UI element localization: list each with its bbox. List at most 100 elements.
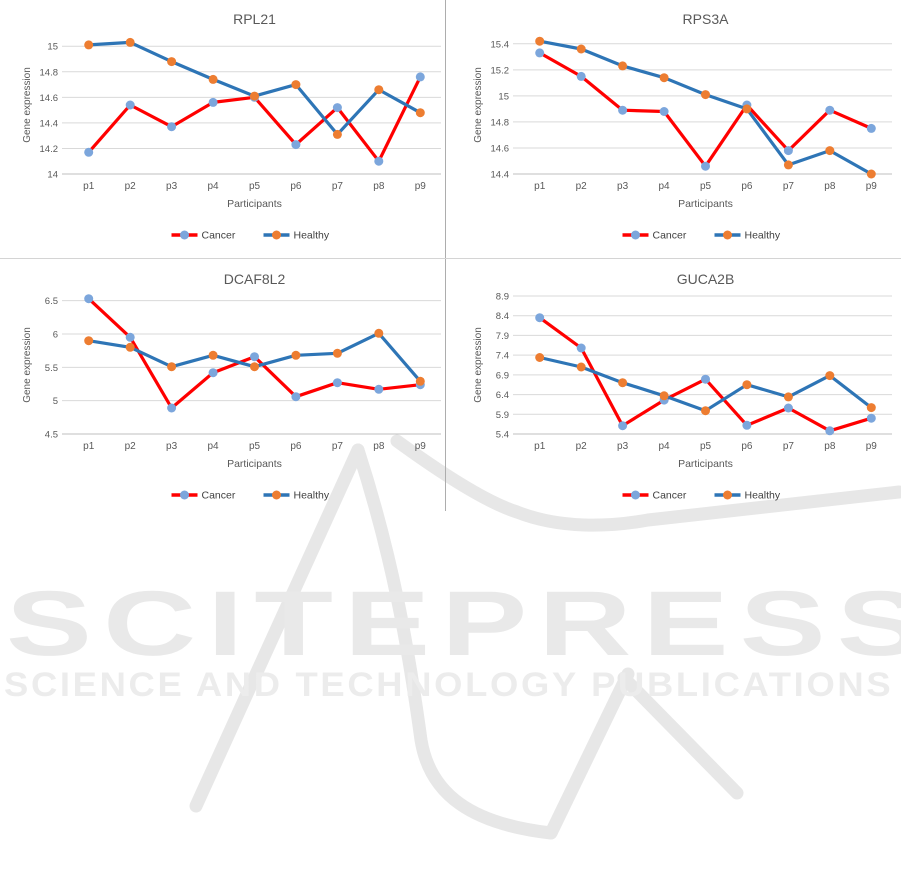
cancer-marker (125, 100, 135, 110)
cancer-markers (84, 294, 425, 413)
y-tick-label: 14.8 (40, 67, 59, 78)
y-tick-label: 15.2 (491, 65, 510, 76)
gridlines: 14.4 14.6 14.8 15 15.2 15.4 (491, 39, 892, 181)
x-tick-label: p7 (332, 181, 344, 192)
legend-item-healthy: Healthy (714, 490, 781, 502)
healthy-marker (250, 362, 259, 372)
legend-marker-healthy (723, 230, 732, 240)
x-tick-label: p3 (617, 441, 629, 452)
cancer-marker (866, 413, 876, 423)
x-tick-label: p1 (83, 441, 95, 452)
y-tick-label: 5.4 (496, 430, 509, 441)
x-tick-label: p5 (249, 441, 261, 452)
x-tick-label: p9 (415, 441, 427, 452)
x-tick-label: p1 (83, 181, 95, 192)
cancer-marker (742, 420, 752, 430)
x-tick-label: p7 (783, 181, 795, 192)
healthy-marker (659, 73, 669, 83)
x-tick-label: p6 (741, 181, 753, 192)
y-tick-label: 14.4 (40, 118, 59, 129)
chart-guca2b: 5.4 5.9 6.4 6.9 7.4 7.9 8.4 8.9 p1 p2 p3 p4 p5 p6 p7 p8… (451, 260, 901, 516)
healthy-markers (84, 328, 425, 386)
cancer-marker (618, 421, 628, 431)
cancer-marker (374, 384, 384, 394)
healthy-marker (291, 80, 301, 90)
y-tick-label: 6 (53, 330, 58, 341)
x-axis-label: Participants (227, 198, 282, 210)
legend-marker-cancer (631, 490, 640, 500)
x-tick-label: p8 (824, 181, 836, 192)
y-tick-label: 4.5 (45, 430, 58, 441)
x-tick-label: p4 (658, 181, 670, 192)
x-tick-label: p9 (866, 181, 878, 192)
legend-marker-healthy (272, 490, 281, 500)
cancer-marker (659, 107, 669, 116)
y-tick-label: 14.4 (491, 170, 510, 181)
cancer-marker (415, 72, 425, 82)
healthy-markers (535, 353, 876, 416)
x-tick-label: p9 (866, 441, 878, 452)
x-tick-label: p2 (125, 441, 137, 452)
legend: Cancer Healthy (622, 230, 781, 242)
x-tick-labels: p1 p2 p3 p4 p5 p6 p7 p8 p9 (534, 181, 877, 192)
legend: Cancer Healthy (622, 490, 781, 502)
healthy-marker (825, 371, 835, 381)
healthy-marker (742, 104, 752, 114)
healthy-marker (208, 350, 218, 360)
divider-horizontal (0, 258, 901, 259)
chart-dcaf8l2: 4.5 5 5.5 6 6.5 p1 p2 p3 p4 p5 p6 p7 p8 p9 DCAF8L2 Gene… (0, 260, 450, 516)
legend-label-cancer: Cancer (653, 230, 687, 242)
x-tick-label: p5 (700, 181, 712, 192)
watermark-title: SCITEPRESS (6, 573, 901, 675)
y-tick-label: 5.9 (496, 410, 509, 421)
x-tick-label: p9 (415, 181, 427, 192)
gridlines: 5.4 5.9 6.4 6.9 7.4 7.9 8.4 8.9 (496, 292, 892, 441)
legend-label-cancer: Cancer (202, 490, 236, 502)
legend-label-cancer: Cancer (202, 230, 236, 242)
y-axis-label: Gene expression (22, 327, 33, 403)
x-tick-label: p7 (332, 441, 344, 452)
legend: Cancer Healthy (171, 230, 330, 242)
y-tick-label: 14.6 (491, 143, 510, 154)
legend-label-healthy: Healthy (745, 490, 781, 502)
chart-svg-rps3a: 14.4 14.6 14.8 15 15.2 15.4 p1 p2 p3 p4 p5 p6 p7 p8 p9… (473, 11, 892, 242)
logo-spine-swoosh (351, 443, 635, 840)
healthy-markers (84, 37, 425, 139)
x-tick-labels: p1 p2 p3 p4 p5 p6 p7 p8 p9 (534, 441, 877, 452)
healthy-marker (701, 90, 710, 100)
y-tick-label: 14.8 (491, 117, 510, 128)
chart-svg-dcaf8l2: 4.5 5 5.5 6 6.5 p1 p2 p3 p4 p5 p6 p7 p8 p9 DCAF8L2 Gene… (22, 271, 441, 502)
cancer-marker (167, 403, 177, 413)
logo-left-diagonal (189, 443, 365, 813)
legend-marker-healthy (723, 490, 732, 500)
cancer-marker (576, 343, 586, 353)
cancer-markers (84, 72, 425, 166)
y-axis-label: Gene expression (473, 327, 484, 403)
x-tick-label: p1 (534, 181, 546, 192)
healthy-marker (701, 406, 710, 416)
legend-label-healthy: Healthy (294, 230, 330, 242)
healthy-marker (332, 129, 342, 139)
x-tick-label: p1 (534, 441, 546, 452)
legend-item-cancer: Cancer (171, 490, 236, 502)
legend-marker-cancer (180, 230, 189, 240)
chart-title: DCAF8L2 (224, 271, 286, 287)
legend-label-healthy: Healthy (745, 230, 781, 242)
healthy-marker (84, 336, 94, 346)
cancer-marker (783, 403, 793, 413)
healthy-marker (742, 380, 752, 390)
cancer-markers (535, 313, 876, 436)
x-tick-label: p5 (700, 441, 712, 452)
y-tick-label: 5.5 (45, 363, 58, 374)
y-tick-label: 14 (47, 170, 58, 181)
chart-svg-rpl21: 14 14.2 14.4 14.6 14.8 15 p1 p2 p3 p4 p5 p6 p7 p8 p9 RP… (22, 11, 441, 242)
healthy-marker (332, 348, 342, 358)
y-axis-label: Gene expression (22, 67, 33, 143)
x-tick-label: p6 (290, 441, 302, 452)
healthy-marker (535, 36, 545, 46)
healthy-marker (866, 169, 876, 179)
cancer-marker (535, 48, 545, 58)
healthy-marker (208, 74, 218, 84)
y-tick-label: 6.4 (496, 390, 509, 401)
x-tick-label: p6 (741, 441, 753, 452)
